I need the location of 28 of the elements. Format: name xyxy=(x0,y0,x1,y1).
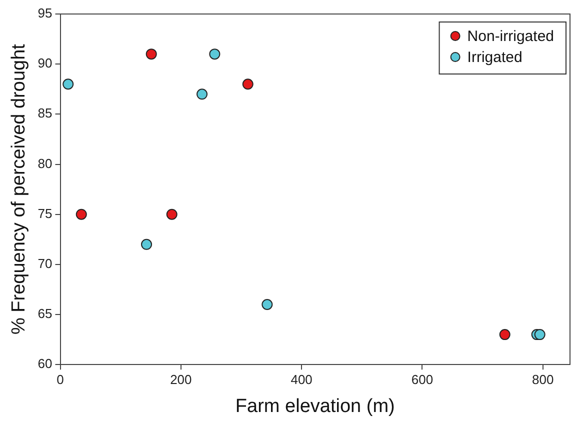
point xyxy=(166,208,178,220)
x-tick-label: 400 xyxy=(290,372,312,387)
point xyxy=(196,88,208,100)
y-tick-label: 95 xyxy=(38,6,52,21)
x-tick-label: 600 xyxy=(411,372,434,387)
point xyxy=(262,298,273,310)
point xyxy=(141,238,152,250)
point xyxy=(499,329,510,340)
point xyxy=(146,48,157,60)
y-tick-label: 60 xyxy=(38,356,52,372)
x-tick-label: 200 xyxy=(170,372,192,387)
point xyxy=(242,78,254,90)
point xyxy=(209,48,220,60)
x-tick-label: 0 xyxy=(56,372,64,387)
point xyxy=(62,78,74,90)
y-axis-title: % Frequency of perceived drought xyxy=(8,43,30,335)
point xyxy=(534,329,546,340)
legend-label: Non-irrigated xyxy=(467,28,554,46)
point xyxy=(76,208,87,220)
y-tick-label: 70 xyxy=(38,256,52,272)
y-tick-label: 85 xyxy=(38,106,52,121)
y-tick-label: 90 xyxy=(38,56,52,71)
y-tick-label: 65 xyxy=(38,306,52,322)
legend-label: Irrigated xyxy=(467,49,522,66)
x-axis-title: Farm elevation (m) xyxy=(235,396,395,417)
x-tick-label: 800 xyxy=(532,372,554,387)
y-tick-label: 75 xyxy=(38,206,52,221)
y-tick-label: 80 xyxy=(38,156,52,171)
